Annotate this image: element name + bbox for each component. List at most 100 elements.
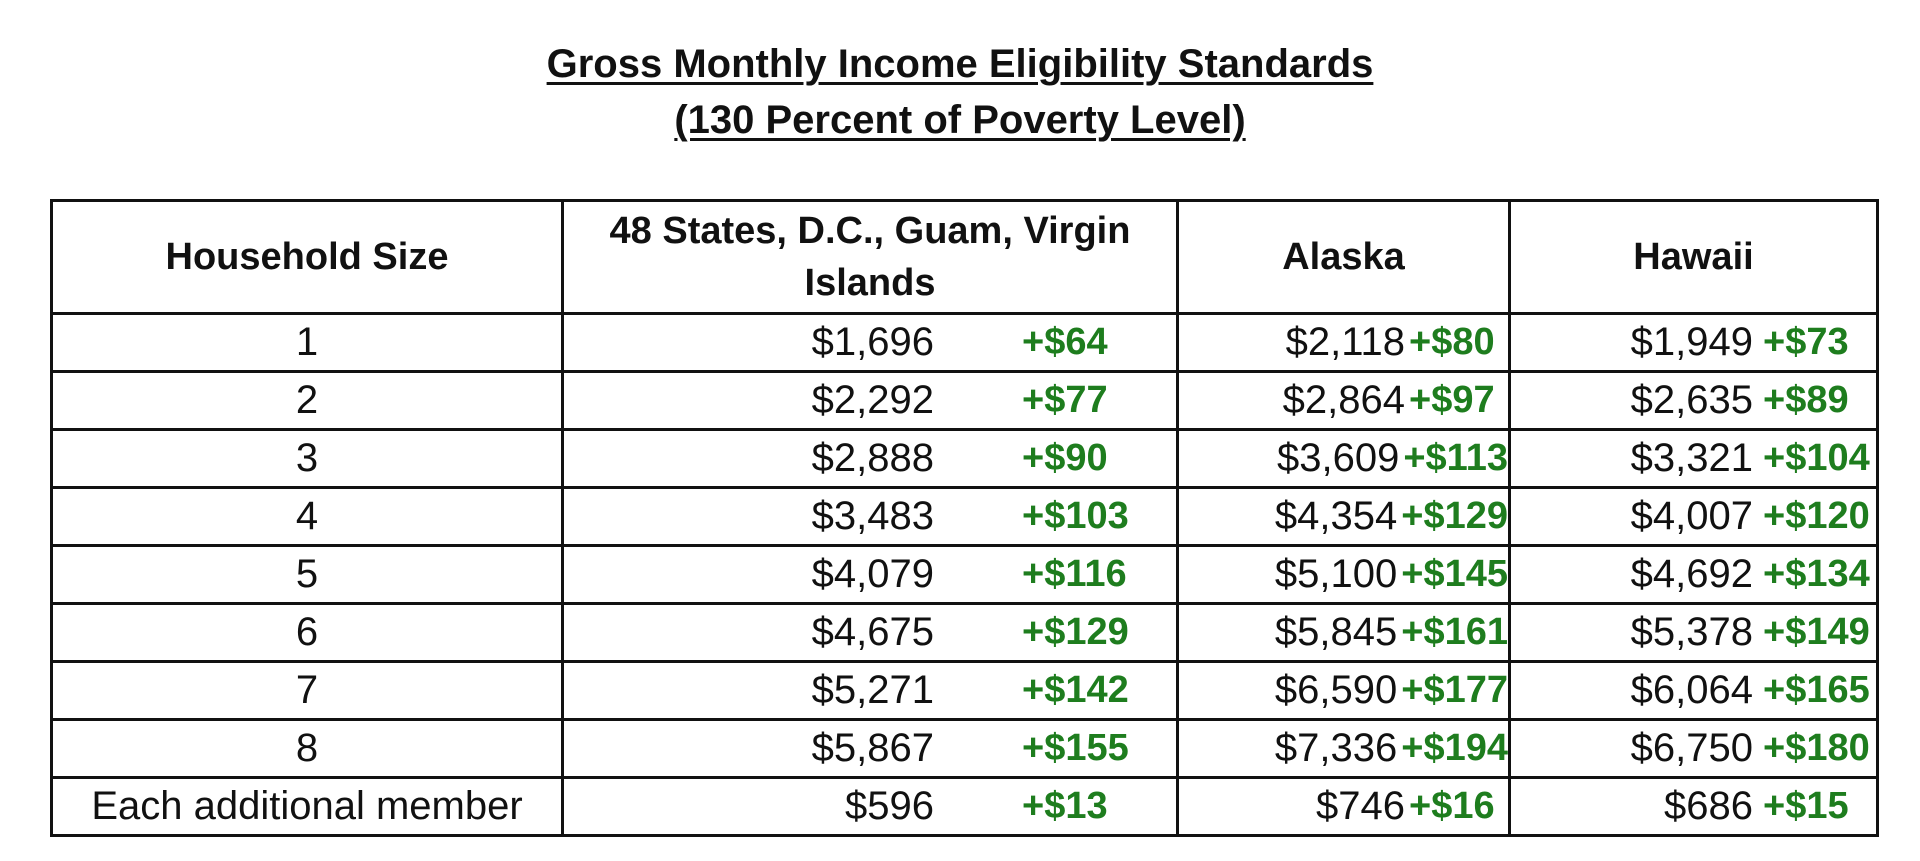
us-increase: +$77 <box>1022 379 1108 421</box>
hawaii-increase: +$180 <box>1763 727 1870 769</box>
hawaii-amount: $1,949 <box>1630 320 1753 364</box>
table-header-row: Household Size 48 States, D.C., Guam, Vi… <box>50 199 1879 315</box>
hawaii-amount: $4,007 <box>1630 494 1753 538</box>
table-row: 4 $3,483 +$103 $4,354 +$129 $4,007 +$120 <box>50 486 1879 547</box>
us-increase: +$13 <box>1022 785 1108 827</box>
header-alaska: Alaska <box>1176 199 1511 315</box>
alaska-amount: $746 <box>1316 784 1405 828</box>
alaska-amount: $3,609 <box>1277 436 1400 480</box>
hawaii-increase: +$73 <box>1763 321 1849 363</box>
hawaii-amount: $3,321 <box>1630 436 1753 480</box>
us-amount: $2,888 <box>811 436 934 480</box>
income-eligibility-table: Household Size 48 States, D.C., Guam, Vi… <box>50 199 1879 837</box>
household-size-cell: 2 <box>50 370 564 431</box>
alaska-increase: +$113 <box>1403 437 1508 479</box>
alaska-amount: $7,336 <box>1274 726 1398 770</box>
us-cell: $1,696 +$64 <box>561 312 1179 373</box>
us-cell: $4,675 +$129 <box>561 602 1179 663</box>
us-cell: $2,888 +$90 <box>561 428 1179 489</box>
table-row: 6 $4,675 +$129 $5,845 +$161 $5,378 +$149 <box>50 602 1879 663</box>
alaska-increase: +$129 <box>1401 495 1508 537</box>
hawaii-cell: $6,064 +$165 <box>1508 660 1879 721</box>
alaska-cell: $3,609 +$113 <box>1176 428 1511 489</box>
hawaii-amount: $2,635 <box>1630 378 1753 422</box>
us-amount: $4,079 <box>811 552 934 596</box>
alaska-amount: $2,118 <box>1285 320 1405 364</box>
alaska-amount: $6,590 <box>1274 668 1398 712</box>
us-cell: $2,292 +$77 <box>561 370 1179 431</box>
title-line-2: (130 Percent of Poverty Level) <box>674 98 1246 142</box>
alaska-amount: $2,864 <box>1282 378 1405 422</box>
hawaii-cell: $5,378 +$149 <box>1508 602 1879 663</box>
alaska-cell: $4,354 +$129 <box>1176 486 1511 547</box>
alaska-cell: $5,845 +$161 <box>1176 602 1511 663</box>
alaska-cell: $2,864 +$97 <box>1176 370 1511 431</box>
hawaii-cell: $3,321 +$104 <box>1508 428 1879 489</box>
us-cell: $4,079 +$116 <box>561 544 1179 605</box>
table-body: 1 $1,696 +$64 $2,118 +$80 $1,949 +$73 2 $2,292 +$… <box>50 312 1879 837</box>
title-line-1: Gross Monthly Income Eligibility Standar… <box>546 42 1374 86</box>
hawaii-cell: $1,949 +$73 <box>1508 312 1879 373</box>
alaska-increase: +$80 <box>1409 321 1495 363</box>
us-amount: $3,483 <box>811 494 934 538</box>
hawaii-increase: +$134 <box>1763 553 1870 595</box>
alaska-increase: +$177 <box>1401 669 1508 711</box>
us-amount: $1,696 <box>811 320 934 364</box>
hawaii-amount: $4,692 <box>1630 552 1753 596</box>
hawaii-amount: $686 <box>1664 784 1753 828</box>
household-size-cell: 7 <box>50 660 564 721</box>
hawaii-amount: $6,064 <box>1630 668 1753 712</box>
hawaii-increase: +$149 <box>1763 611 1870 653</box>
alaska-increase: +$194 <box>1401 727 1508 769</box>
us-amount: $2,292 <box>811 378 934 422</box>
hawaii-increase: +$15 <box>1763 785 1849 827</box>
alaska-cell: $7,336 +$194 <box>1176 718 1511 779</box>
us-increase: +$64 <box>1022 321 1108 363</box>
hawaii-increase: +$120 <box>1763 495 1870 537</box>
table-row: 3 $2,888 +$90 $3,609 +$113 $3,321 +$104 <box>50 428 1879 489</box>
us-increase: +$129 <box>1022 611 1129 653</box>
alaska-amount: $5,100 <box>1274 552 1398 596</box>
household-size-cell: Each additional member <box>50 776 564 837</box>
us-increase: +$90 <box>1022 437 1108 479</box>
household-size-cell: 6 <box>50 602 564 663</box>
us-amount: $5,867 <box>811 726 934 770</box>
hawaii-cell: $4,692 +$134 <box>1508 544 1879 605</box>
us-cell: $596 +$13 <box>561 776 1179 837</box>
hawaii-increase: +$89 <box>1763 379 1849 421</box>
us-amount: $596 <box>845 784 934 828</box>
alaska-amount: $4,354 <box>1274 494 1398 538</box>
table-row: Each additional member $596 +$13 $746 +$16 $6… <box>50 776 1879 837</box>
us-amount: $4,675 <box>811 610 934 654</box>
alaska-amount: $5,845 <box>1274 610 1398 654</box>
hawaii-cell: $2,635 +$89 <box>1508 370 1879 431</box>
us-increase: +$103 <box>1022 495 1129 537</box>
hawaii-cell: $6,750 +$180 <box>1508 718 1879 779</box>
alaska-increase: +$16 <box>1409 785 1495 827</box>
hawaii-amount: $6,750 <box>1630 726 1753 770</box>
alaska-cell: $5,100 +$145 <box>1176 544 1511 605</box>
alaska-cell: $2,118 +$80 <box>1176 312 1511 373</box>
table-row: 8 $5,867 +$155 $7,336 +$194 $6,750 +$180 <box>50 718 1879 779</box>
alaska-cell: $746 +$16 <box>1176 776 1511 837</box>
household-size-cell: 8 <box>50 718 564 779</box>
table-row: 1 $1,696 +$64 $2,118 +$80 $1,949 +$73 <box>50 312 1879 373</box>
household-size-cell: 3 <box>50 428 564 489</box>
us-cell: $3,483 +$103 <box>561 486 1179 547</box>
us-amount: $5,271 <box>811 668 934 712</box>
hawaii-increase: +$104 <box>1763 437 1870 479</box>
us-increase: +$116 <box>1022 553 1127 595</box>
household-size-cell: 5 <box>50 544 564 605</box>
alaska-cell: $6,590 +$177 <box>1176 660 1511 721</box>
household-size-cell: 1 <box>50 312 564 373</box>
hawaii-cell: $4,007 +$120 <box>1508 486 1879 547</box>
us-cell: $5,867 +$155 <box>561 718 1179 779</box>
alaska-increase: +$97 <box>1409 379 1495 421</box>
hawaii-cell: $686 +$15 <box>1508 776 1879 837</box>
table-row: 5 $4,079 +$116 $5,100 +$145 $4,692 +$134 <box>50 544 1879 605</box>
household-size-cell: 4 <box>50 486 564 547</box>
us-cell: $5,271 +$142 <box>561 660 1179 721</box>
table-row: 7 $5,271 +$142 $6,590 +$177 $6,064 +$165 <box>50 660 1879 721</box>
alaska-increase: +$161 <box>1401 611 1508 653</box>
header-us: 48 States, D.C., Guam, Virgin Islands <box>561 199 1179 315</box>
